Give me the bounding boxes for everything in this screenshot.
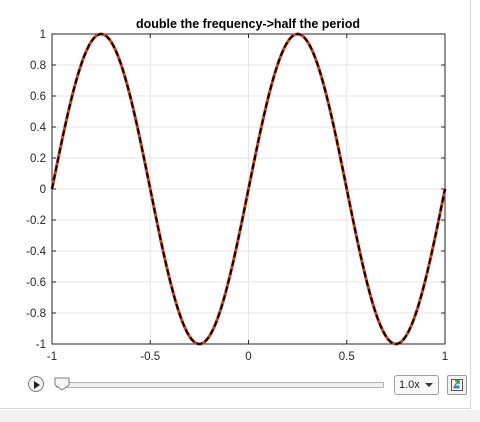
y-tick-label: -0.4 bbox=[26, 246, 46, 258]
x-tick-label: 0 bbox=[245, 351, 251, 363]
export-icon bbox=[451, 379, 463, 391]
y-tick-label: -0.6 bbox=[26, 277, 46, 289]
x-tick-label: 1 bbox=[442, 351, 448, 363]
chart-title: double the frequency->half the period bbox=[136, 17, 360, 31]
y-tick-label: -0.8 bbox=[26, 308, 46, 320]
y-tick-label: 0.8 bbox=[30, 60, 46, 72]
y-tick-label: 1 bbox=[40, 29, 46, 41]
window-bottom-strip bbox=[0, 410, 480, 422]
speed-dropdown[interactable]: 1.0x bbox=[394, 375, 439, 395]
line-chart: -1 -0.5 0 0.5 1 1 0.8 0.6 0.4 0.2 0 -0.2 -0.4 -0.6 -0.… bbox=[26, 17, 448, 363]
playback-controls: 1.0x bbox=[0, 372, 470, 398]
play-button[interactable] bbox=[28, 376, 44, 392]
y-tick-label: -1 bbox=[36, 339, 46, 351]
y-tick-label: 0.4 bbox=[30, 122, 47, 134]
export-button[interactable] bbox=[447, 375, 467, 395]
playback-slider-track[interactable] bbox=[56, 382, 384, 388]
chevron-down-icon bbox=[425, 383, 433, 387]
y-tick-label: -0.2 bbox=[26, 215, 46, 227]
y-tick-label: 0.6 bbox=[30, 91, 46, 103]
series-layer bbox=[50, 32, 447, 346]
speed-value: 1.0x bbox=[399, 379, 420, 391]
playback-slider-thumb[interactable] bbox=[54, 377, 70, 391]
x-tick-label: -1 bbox=[47, 351, 57, 363]
y-tick-label: 0.2 bbox=[30, 153, 46, 165]
x-tick-label: -0.5 bbox=[140, 351, 160, 363]
ticks: -1 -0.5 0 0.5 1 1 0.8 0.6 0.4 0.2 0 -0.2 -0.4 -0.6 -0.… bbox=[26, 29, 448, 363]
series-line-1 bbox=[51, 32, 446, 346]
y-tick-label: 0 bbox=[40, 184, 46, 196]
x-tick-label: 0.5 bbox=[339, 351, 355, 363]
play-icon bbox=[34, 380, 40, 389]
